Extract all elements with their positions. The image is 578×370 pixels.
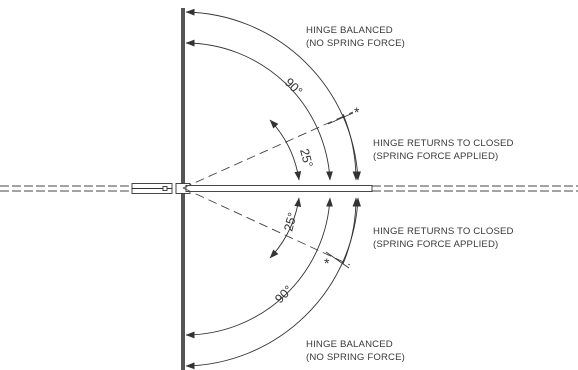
upper-90-label: 90° [282, 75, 305, 98]
door-panel [185, 185, 373, 192]
upper-25-label: 25° [297, 147, 315, 169]
bottom-balanced-label-2: (NO SPRING FORCE) [306, 352, 405, 363]
centerline-right [372, 185, 578, 192]
upper-asterisk: * [354, 104, 360, 120]
lower-tick [325, 251, 350, 269]
centerline-left [0, 185, 132, 192]
lower-25-label: 25° [281, 211, 299, 233]
upper-return-label-1: HINGE RETURNS TO CLOSED [373, 138, 514, 149]
upper-inner-arc [185, 39, 333, 181]
upper-spring-arc [342, 113, 360, 181]
lower-90-label: 90° [272, 283, 295, 306]
top-balanced-label-2: (NO SPRING FORCE) [306, 38, 405, 49]
lower-25-arc [269, 197, 302, 259]
hinge-body [131, 183, 191, 194]
lower-spring-arc [342, 197, 360, 265]
upper-tick [327, 112, 354, 125]
bottom-balanced-label-1: HINGE BALANCED [306, 339, 393, 350]
upper-return-label-2: (SPRING FORCE APPLIED) [373, 151, 498, 162]
lower-return-label-1: HINGE RETURNS TO CLOSED [373, 226, 514, 237]
lower-return-label-2: (SPRING FORCE APPLIED) [373, 239, 498, 250]
upper-25-arc [269, 119, 302, 181]
top-balanced-label-1: HINGE BALANCED [306, 25, 393, 36]
lower-asterisk: * [324, 255, 330, 271]
lower-inner-arc [185, 197, 333, 339]
